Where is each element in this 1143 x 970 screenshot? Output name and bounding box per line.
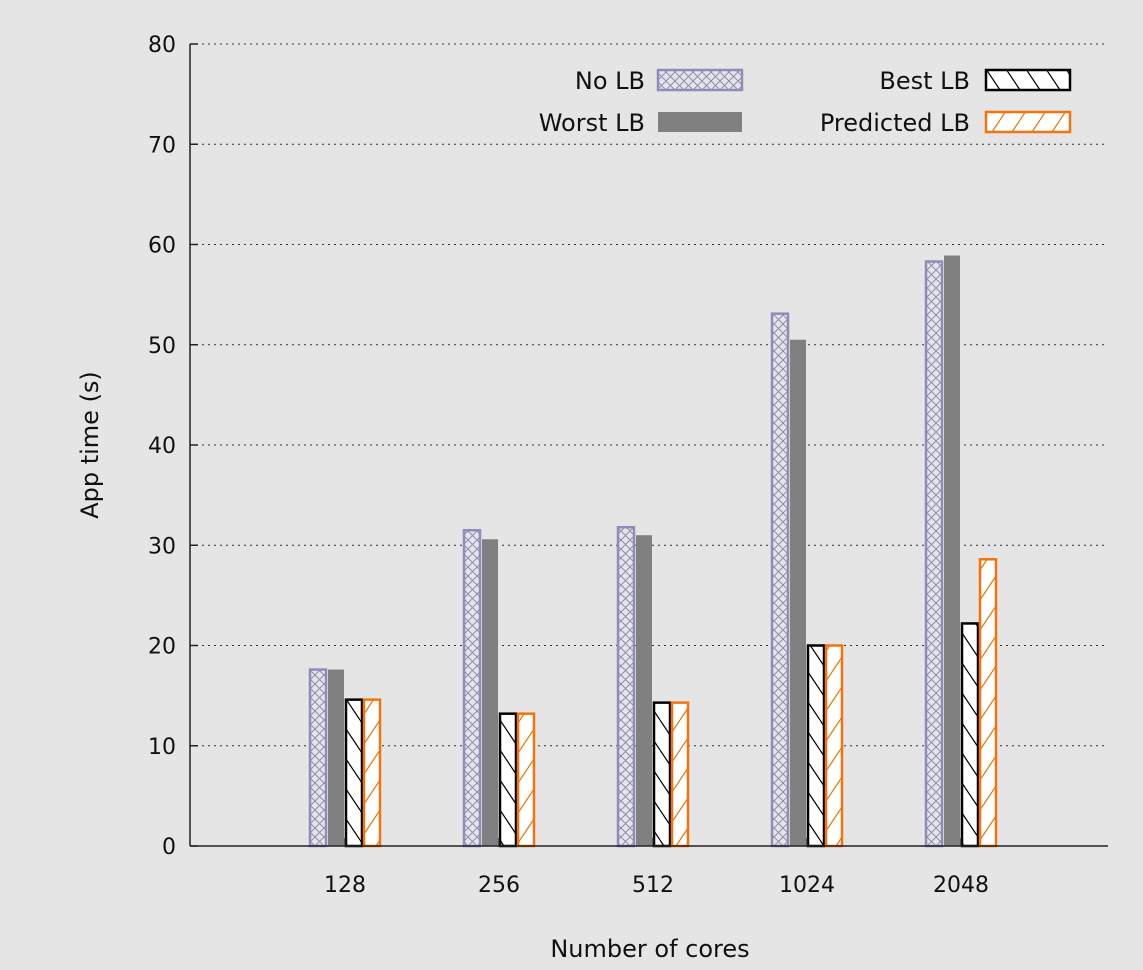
bar-worst-lb-512 <box>636 535 652 846</box>
legend: No LB Best LB Worst LB Predicted LB <box>539 67 1072 137</box>
x-axis-label: Number of cores <box>550 935 749 963</box>
bar-predicted-lb-256 <box>516 712 536 848</box>
tick-labels: 0 10 20 30 40 50 60 70 80 128 256 512 1024 2048 <box>148 33 989 898</box>
bar-predicted-lb-512 <box>670 701 690 848</box>
y-tick-label: 10 <box>148 735 176 760</box>
y-tick-label: 70 <box>148 133 176 158</box>
legend-label: Best LB <box>879 67 970 95</box>
legend-label: No LB <box>575 67 645 95</box>
bar-best-lb-1024 <box>806 644 826 848</box>
legend-swatch-worst-lb <box>658 112 742 132</box>
bar-predicted-lb-128 <box>362 698 382 848</box>
x-tick-label: 256 <box>478 873 520 898</box>
y-axis-label: App time (s) <box>76 371 104 519</box>
bar-no-lb-1024 <box>770 312 790 848</box>
bar-best-lb-512 <box>652 701 672 848</box>
y-tick-label: 60 <box>148 234 176 259</box>
bars <box>308 255 998 848</box>
bar-worst-lb-2048 <box>944 255 960 847</box>
bar-worst-lb-128 <box>328 669 344 846</box>
legend-swatch-predicted-lb <box>984 110 1072 134</box>
y-tick-label: 80 <box>148 33 176 58</box>
x-tick-label: 1024 <box>779 873 835 898</box>
bar-best-lb-128 <box>344 698 364 848</box>
y-tick-label: 20 <box>148 635 176 660</box>
y-tick-label: 0 <box>162 835 176 860</box>
y-tick-label: 50 <box>148 334 176 359</box>
y-tick-label: 40 <box>148 434 176 459</box>
bar-best-lb-2048 <box>960 622 980 848</box>
bar-no-lb-2048 <box>924 260 944 848</box>
x-tick-label: 512 <box>632 873 674 898</box>
bar-best-lb-256 <box>498 712 518 848</box>
bar-worst-lb-1024 <box>790 339 806 846</box>
legend-label: Worst LB <box>539 109 645 137</box>
bar-no-lb-128 <box>308 668 328 848</box>
bar-no-lb-512 <box>616 525 636 848</box>
bar-predicted-lb-2048 <box>978 558 998 848</box>
x-tick-label: 128 <box>324 873 366 898</box>
legend-swatch-no-lb <box>656 68 744 92</box>
x-tick-label: 2048 <box>933 873 989 898</box>
legend-label: Predicted LB <box>820 109 970 137</box>
bar-no-lb-256 <box>462 528 482 848</box>
y-tick-label: 30 <box>148 534 176 559</box>
legend-swatch-best-lb <box>984 68 1072 92</box>
bar-worst-lb-256 <box>482 539 498 846</box>
bar-predicted-lb-1024 <box>824 644 844 848</box>
